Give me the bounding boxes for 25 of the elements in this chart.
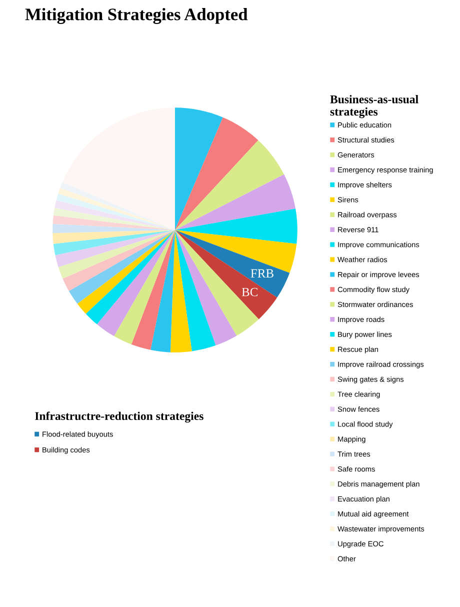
pie-slice	[175, 208, 298, 244]
pie-slice	[175, 108, 223, 230]
pie-slice	[58, 230, 175, 279]
pie-slice	[175, 230, 278, 320]
text: FRB	[250, 269, 274, 278]
pie-slice	[55, 230, 175, 268]
pie-slice	[131, 230, 175, 350]
pie-slice	[170, 230, 192, 352]
chart-title: Mitigation Strategies Adopted	[25, 8, 248, 24]
pie-slice	[150, 230, 175, 352]
pie-slice	[77, 230, 175, 314]
pie-slice	[53, 230, 175, 256]
pie-slice	[52, 230, 175, 244]
pie-slice	[68, 230, 175, 304]
text: Infrastructre-reduction strategies	[35, 412, 204, 423]
pie-slice	[56, 194, 175, 230]
pie-slice	[54, 200, 175, 230]
pie-slice	[52, 215, 175, 230]
legend-title: Business-as-usual strategies	[330, 95, 418, 118]
pie-slice	[62, 108, 175, 230]
pie-slice	[62, 230, 175, 291]
text: BC	[242, 288, 258, 296]
pie-slice	[53, 208, 175, 230]
pie-slice	[175, 117, 258, 230]
pie-slice	[175, 230, 290, 298]
